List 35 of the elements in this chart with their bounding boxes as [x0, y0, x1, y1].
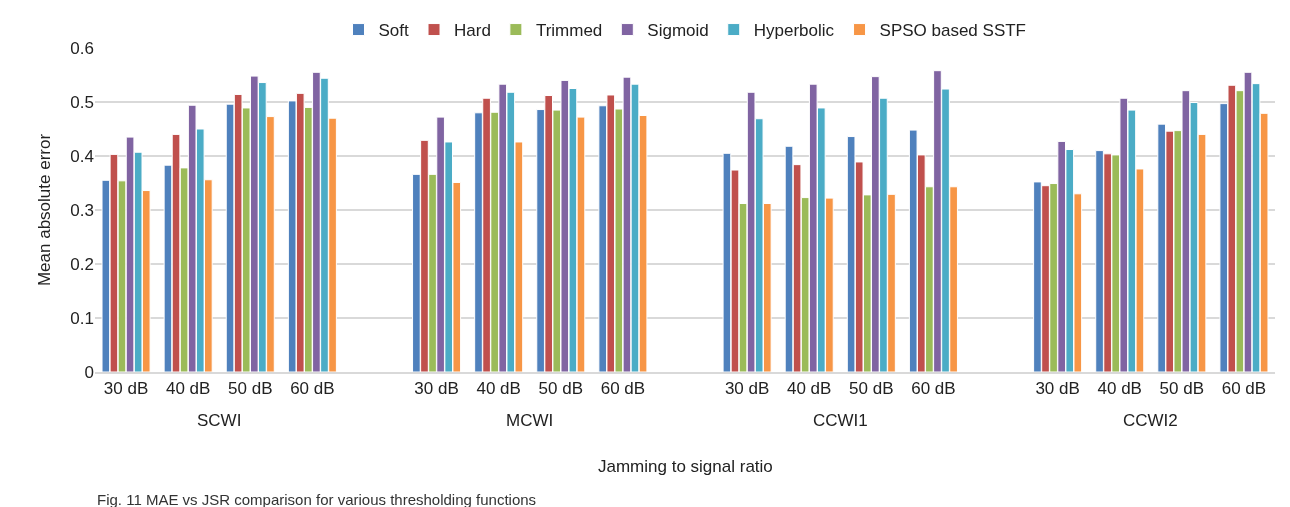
x-axis-title: Jamming to signal ratio: [598, 457, 773, 476]
x-tick-label: 30 dB: [724, 379, 770, 399]
y-tick-label: 0.6: [70, 38, 94, 58]
legend-label: SPSO based SSTF: [879, 21, 1026, 41]
x-tick-label: 40 dB: [786, 379, 832, 399]
legend-label: Sigmoid: [647, 21, 709, 41]
x-tick-label: 50 dB: [538, 379, 584, 399]
x-tick-label: 60 dB: [911, 379, 956, 399]
x-tick-label: 30 dB: [103, 379, 149, 399]
x-tick-label: 60 dB: [600, 379, 646, 399]
x-tick-label: 50 dB: [849, 379, 894, 399]
x-tick-label: 40 dB: [1097, 379, 1142, 399]
y-tick-label: 0: [84, 362, 94, 382]
legend-label: Soft: [378, 21, 410, 41]
y-tick-label: 0.5: [70, 92, 94, 112]
y-tick-label: 0.1: [70, 308, 94, 328]
x-tick-label: 50 dB: [1159, 379, 1205, 399]
x-tick-label: 30 dB: [414, 379, 459, 399]
x-tick-label: 40 dB: [476, 379, 521, 399]
y-axis-title: Mean absolute error: [34, 133, 54, 287]
legend-label: Trimmed: [535, 21, 603, 41]
x-tick-label: 40 dB: [165, 379, 211, 399]
text: SCWI: [197, 411, 242, 430]
text: CCWI2: [1123, 411, 1178, 430]
y-tick-label: 0.4: [70, 146, 94, 166]
text: CCWI1: [813, 411, 868, 430]
x-tick-label: 60 dB: [1221, 379, 1267, 399]
legend-label: Hard: [454, 21, 491, 41]
y-tick-label: 0.3: [70, 200, 94, 220]
y-tick-label: 0.2: [70, 254, 94, 274]
x-tick-label: 50 dB: [228, 379, 273, 399]
x-tick-label: 60 dB: [290, 379, 335, 399]
legend-label: Hyperbolic: [753, 21, 835, 41]
text: MCWI: [506, 411, 554, 430]
x-tick-label: 30 dB: [1035, 379, 1080, 399]
